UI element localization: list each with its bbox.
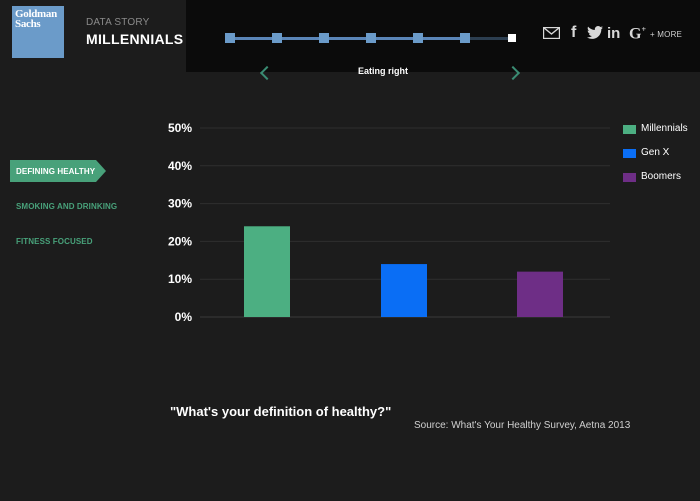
y-tick-label: 40% <box>168 159 192 173</box>
slide-caption-bar <box>250 60 530 72</box>
progress-node-3[interactable] <box>319 33 329 43</box>
progress-node-2[interactable] <box>272 33 282 43</box>
story-label: DATA STORY <box>86 17 150 28</box>
linkedin-icon[interactable]: in <box>607 25 621 42</box>
progress-node-4[interactable] <box>366 33 376 43</box>
story-title: MILLENNIALS <box>86 31 184 47</box>
chart-source: Source: What's Your Healthy Survey, Aetn… <box>414 420 631 431</box>
share-more-link[interactable]: + MORE <box>650 30 683 39</box>
chart-question: "What's your definition of healthy?" <box>170 404 392 419</box>
legend-label: Millennials <box>641 123 688 134</box>
y-tick-label: 0% <box>175 310 193 324</box>
google-plus-icon[interactable]: G+ <box>629 25 647 43</box>
bar-millennials[interactable] <box>244 226 290 317</box>
facebook-icon[interactable]: f <box>571 24 577 41</box>
email-icon[interactable] <box>542 26 561 43</box>
logo-line-1: Goldman <box>15 8 57 20</box>
bar-boomers[interactable] <box>517 271 563 317</box>
y-tick-label: 30% <box>168 197 192 211</box>
sidebar-item-fitness-focused[interactable]: FITNESS FOCUSED <box>16 237 93 246</box>
sidebar-item-defining-healthy[interactable]: DEFINING HEALTHY <box>10 160 106 182</box>
goldman-sachs-logo[interactable]: Goldman Sachs <box>12 6 64 58</box>
progress-node-1[interactable] <box>225 33 235 43</box>
progress-node-6[interactable] <box>460 33 470 43</box>
sidebar-item-smoking-and-drinking[interactable]: SMOKING AND DRINKING <box>16 202 118 211</box>
legend-swatch <box>623 149 636 158</box>
logo-line-2: Sachs <box>15 18 41 30</box>
legend-label: Gen X <box>641 147 670 158</box>
progress-track-filled <box>230 37 466 40</box>
legend-swatch <box>623 125 636 134</box>
legend-swatch <box>623 173 636 182</box>
slide-caption: Eating right <box>358 66 408 76</box>
legend-label: Boomers <box>641 171 682 182</box>
bar-gen-x[interactable] <box>381 264 427 317</box>
progress-node-7[interactable] <box>508 34 516 42</box>
progress-node-5[interactable] <box>413 33 423 43</box>
y-tick-label: 50% <box>168 121 192 135</box>
y-tick-label: 20% <box>168 234 192 248</box>
twitter-icon[interactable] <box>587 26 603 43</box>
y-tick-label: 10% <box>168 272 192 286</box>
